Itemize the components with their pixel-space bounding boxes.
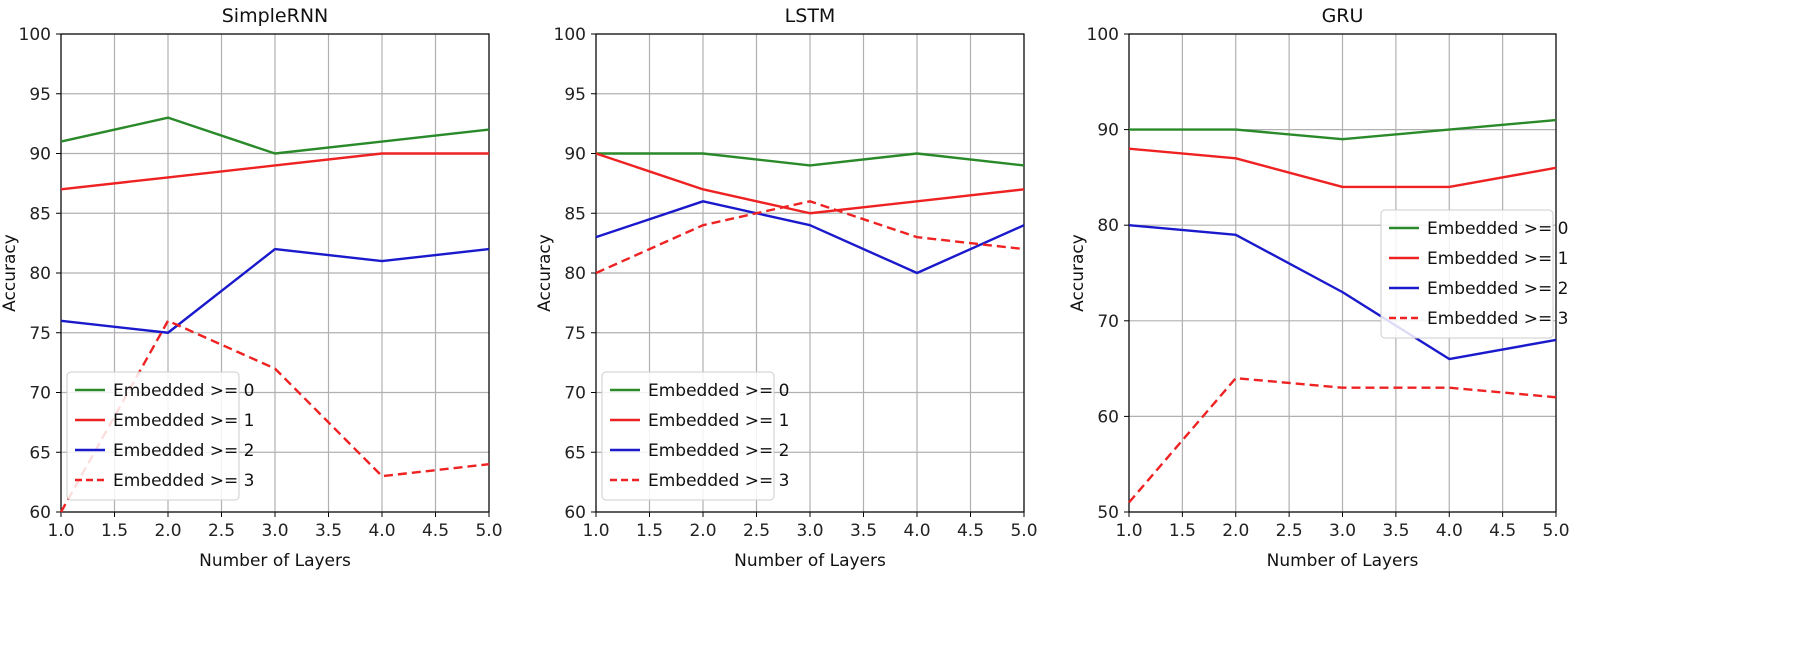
x-tick-label: 4.5 [422,521,449,541]
legend-box [66,371,240,501]
x-tick-label: 4.0 [903,521,930,541]
y-tick-label: 95 [29,85,51,105]
series-line-1 [1128,147,1557,189]
y-tick-label: 90 [564,145,586,165]
legend-label: Embedded >= 2 [648,441,790,461]
x-tick-label: 2.0 [1222,521,1249,541]
plot-frame [60,33,490,513]
plot-frame [1128,33,1557,513]
x-tick-label: 3.5 [315,521,342,541]
series-line-0 [60,116,490,155]
y-tick-label: 60 [1097,407,1119,427]
legend-label: Embedded >= 0 [648,381,790,401]
series-line-1 [595,152,1025,215]
series-line-2 [60,247,490,334]
y-tick-label: 80 [29,264,51,284]
series-line-2 [1128,224,1557,361]
legend-label: Embedded >= 1 [648,411,790,431]
x-tick-label: 1.5 [636,521,663,541]
legend: Embedded >= 0 Embedded >= 1 Embedded >= 2 E… [601,371,790,501]
x-tick-label: 2.0 [154,521,181,541]
y-axis-label: Accuracy [0,234,20,312]
y-axis-label: Accuracy [1068,234,1088,312]
x-tick-label: 1.0 [47,521,74,541]
y-tick-label: 70 [1097,312,1119,332]
x-tick-label: 3.0 [261,521,288,541]
y-tick-label: 85 [29,204,51,224]
series-line-2 [595,200,1025,275]
x-tick-label: 4.5 [1489,521,1516,541]
chart-title: GRU [1322,5,1364,27]
x-tick-label: 3.0 [796,521,823,541]
legend-label: Embedded >= 3 [1427,309,1569,329]
y-tick-label: 50 [1097,503,1119,523]
series-line-0 [596,152,1025,167]
x-tick-label: 4.0 [368,521,395,541]
legend-label: Embedded >= 3 [648,471,790,491]
series-line-3 [595,200,1025,275]
chart-title: LSTM [785,5,836,27]
y-tick-label: 75 [564,324,586,344]
legend: Embedded >= 0 Embedded >= 1 Embedded >= 2 E… [1380,209,1569,339]
y-tick-label: 100 [1087,25,1119,45]
y-tick-label: 65 [564,443,586,463]
legend-box [601,371,775,501]
x-tick-label: 2.0 [689,521,716,541]
legend-label: Embedded >= 0 [1427,219,1569,239]
y-tick-label: 100 [19,25,51,45]
x-tick-label: 5.0 [1542,521,1569,541]
legend-label: Embedded >= 1 [113,411,255,431]
y-tick-label: 65 [29,443,51,463]
x-tick-label: 3.5 [1382,521,1409,541]
legend-label: Embedded >= 2 [113,441,255,461]
y-tick-label: 70 [29,384,51,404]
x-tick-label: 1.5 [1169,521,1196,541]
y-tick-label: 80 [1097,216,1119,236]
y-tick-label: 60 [29,503,51,523]
x-tick-label: 5.0 [475,521,502,541]
y-tick-label: 60 [564,503,586,523]
y-tick-label: 80 [564,264,586,284]
x-tick-label: 1.0 [1115,521,1142,541]
x-tick-label: 3.5 [850,521,877,541]
chart-0: 1.0 1.5 2.0 2.5 3.0 3.5 4.0 4.5 5.0 60 65 70 75 80 85 9… [0,5,503,571]
legend-label: Embedded >= 3 [113,471,255,491]
legend-label: Embedded >= 1 [1427,249,1569,269]
x-axis-label: Number of Layers [199,551,351,571]
legend-box [1380,209,1554,339]
x-axis-label: Number of Layers [1267,551,1419,571]
x-axis-label: Number of Layers [734,551,886,571]
legend-label: Embedded >= 0 [113,381,255,401]
series-line-3 [1128,376,1557,504]
x-tick-label: 2.5 [743,521,770,541]
y-axis-label: Accuracy [535,234,555,312]
y-tick-label: 90 [29,145,51,165]
x-tick-label: 1.0 [582,521,609,541]
x-tick-label: 2.5 [208,521,235,541]
x-tick-label: 2.5 [1276,521,1303,541]
x-tick-label: 5.0 [1010,521,1037,541]
x-tick-label: 4.5 [957,521,984,541]
y-tick-label: 85 [564,204,586,224]
chart-1: 1.0 1.5 2.0 2.5 3.0 3.5 4.0 4.5 5.0 60 65 70 75 80 85 9… [535,5,1038,571]
x-tick-label: 4.0 [1436,521,1463,541]
y-tick-label: 75 [29,324,51,344]
x-tick-label: 3.0 [1329,521,1356,541]
chart-title: SimpleRNN [222,5,329,27]
y-tick-label: 90 [1097,121,1119,141]
series-line-1 [60,152,489,191]
y-tick-label: 70 [564,384,586,404]
y-tick-label: 95 [564,85,586,105]
x-tick-label: 1.5 [101,521,128,541]
legend-label: Embedded >= 2 [1427,279,1569,299]
chart-2: 1.0 1.5 2.0 2.5 3.0 3.5 4.0 4.5 5.0 50 60 70 80 90 100… [1068,5,1570,571]
legend: Embedded >= 0 Embedded >= 1 Embedded >= 2 E… [66,371,255,501]
y-tick-label: 100 [554,25,586,45]
series-line-0 [1129,118,1557,141]
